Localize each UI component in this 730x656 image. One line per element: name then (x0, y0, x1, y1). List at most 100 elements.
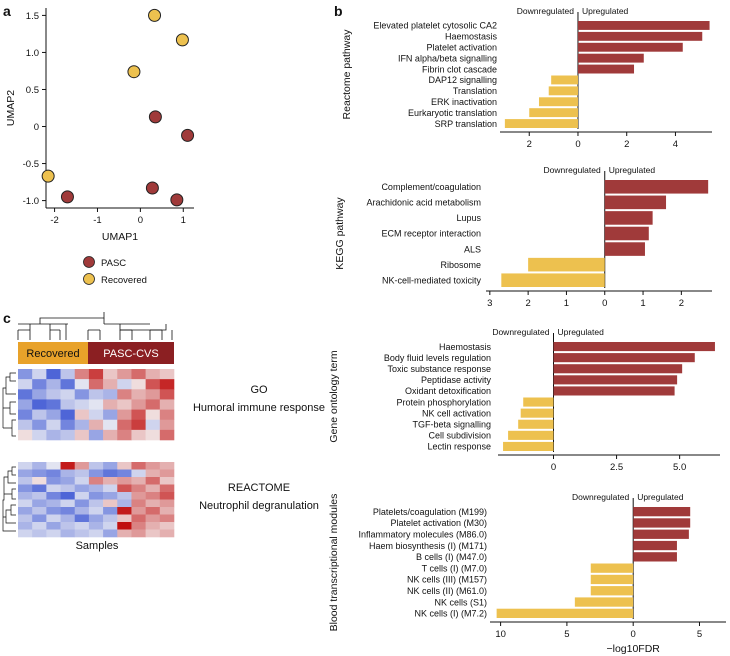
x-tick-label: 5 (564, 629, 569, 640)
heatmap-cell (60, 469, 76, 478)
heatmap-cell (145, 469, 161, 478)
heatmap-cell (32, 499, 47, 508)
bar-category-label: Elevated platelet cytosolic CA2 (373, 21, 497, 31)
heatmap-cell (74, 462, 90, 470)
upregulated-label: Upregulated (582, 6, 629, 16)
bar-category-label: Oxidant detoxification (405, 386, 491, 396)
heatmap-cell (32, 484, 47, 493)
bar (501, 273, 605, 287)
heatmap-cell (145, 409, 161, 421)
bar-category-label: Arachidonic acid metabolism (366, 198, 481, 208)
heatmap-cell (18, 462, 33, 470)
heatmap-cell (32, 462, 47, 470)
heatmap-cell (159, 462, 175, 470)
y-tick-label: 0 (34, 122, 39, 133)
heatmap-cell (159, 469, 175, 478)
x-tick-label: 0 (138, 215, 143, 226)
heatmap-cell (159, 507, 175, 515)
bar (504, 119, 578, 128)
heatmap-cell (74, 409, 90, 421)
y-tick-label: 0.5 (26, 85, 39, 96)
bar (553, 342, 715, 352)
heatmap-cell (103, 399, 118, 410)
bar-category-label: Toxic substance response (387, 364, 491, 374)
heatmap-cell (74, 419, 90, 431)
bar (503, 441, 554, 451)
heatmap-cell (88, 484, 104, 493)
x-tick-label: 10 (495, 629, 506, 640)
bar (523, 397, 554, 407)
bar (538, 97, 578, 107)
heatmap-cell (74, 469, 90, 478)
bar (508, 430, 554, 440)
bar (633, 529, 689, 539)
bar-category-label: Body fluid levels regulation (384, 353, 491, 363)
heatmap-cell (74, 389, 90, 400)
heatmap-cell (74, 522, 90, 530)
heatmap-cell (74, 484, 90, 493)
heatmap-cell (18, 419, 33, 431)
bar (633, 540, 677, 551)
bar (577, 53, 644, 63)
bar (553, 353, 695, 363)
heatmap-cell (103, 409, 118, 421)
heatmap-cell (117, 379, 132, 390)
heatmap-cell (88, 379, 104, 390)
bar-category-label: Ribosome (440, 260, 481, 270)
heatmap-cell (117, 389, 132, 400)
bar (633, 552, 677, 562)
heatmap-cell (103, 514, 118, 523)
heatmap-cell (46, 389, 61, 400)
heatmap-cell (60, 429, 76, 441)
scatter-point-recovered (175, 33, 189, 47)
x-tick-label: 2 (624, 139, 629, 150)
y-tick-label: -0.5 (23, 159, 39, 170)
bar (604, 195, 667, 210)
heatmap-cell (32, 514, 47, 523)
heatmap-cell (46, 477, 61, 485)
bar (553, 375, 678, 385)
heatmap-cell (131, 469, 146, 478)
heatmap-cell (74, 492, 90, 500)
upregulated-label: Upregulated (609, 165, 656, 175)
heatmap-cell (60, 389, 76, 400)
heatmap-cell (103, 389, 118, 400)
bar-category-label: ECM receptor interaction (381, 229, 481, 239)
heatmap-cell (32, 529, 47, 538)
heatmap-cell (46, 529, 61, 538)
bar (529, 108, 578, 118)
y-tick-label: 1.5 (26, 11, 39, 22)
y-axis-title: UMAP2 (5, 90, 17, 126)
heatmap-cell (145, 379, 161, 390)
heatmap-cell (88, 522, 104, 530)
bar-category-label: Eurkaryotic translation (408, 108, 497, 118)
panel-label-a: a (3, 3, 11, 19)
heatmap-cell (117, 477, 132, 485)
heatmap-cell (88, 499, 104, 508)
heatmap-cell (145, 529, 161, 538)
heatmap-cell (60, 477, 76, 485)
samples-label: Samples (76, 540, 119, 552)
panel-label-b: b (334, 3, 343, 19)
heatmap-cell (145, 419, 161, 431)
heatmap-cell (117, 369, 132, 380)
heatmap-cell (74, 477, 90, 485)
heatmap-cell (88, 462, 104, 470)
heatmap-cell (117, 409, 132, 421)
bar-category-label: IFN alpha/beta signalling (398, 53, 497, 63)
heatmap-cell (32, 389, 47, 400)
heatmap-cell (103, 469, 118, 478)
heatmap-cell (46, 492, 61, 500)
heatmap-cell (131, 507, 146, 515)
bar-category-label: Fibrin clot cascade (422, 64, 497, 74)
bar (553, 386, 675, 396)
heatmap-cell (46, 522, 61, 530)
bar-category-label: Lectin response (427, 442, 491, 452)
heatmap-cell (32, 477, 47, 485)
heatmap-cell (18, 477, 33, 485)
x-tick-label: 5.0 (673, 462, 686, 473)
y-axis-title: Blood transcriptional modules (328, 494, 340, 632)
bar (577, 64, 635, 74)
heatmap-cell (145, 477, 161, 485)
x-tick-label: 0 (575, 139, 580, 150)
